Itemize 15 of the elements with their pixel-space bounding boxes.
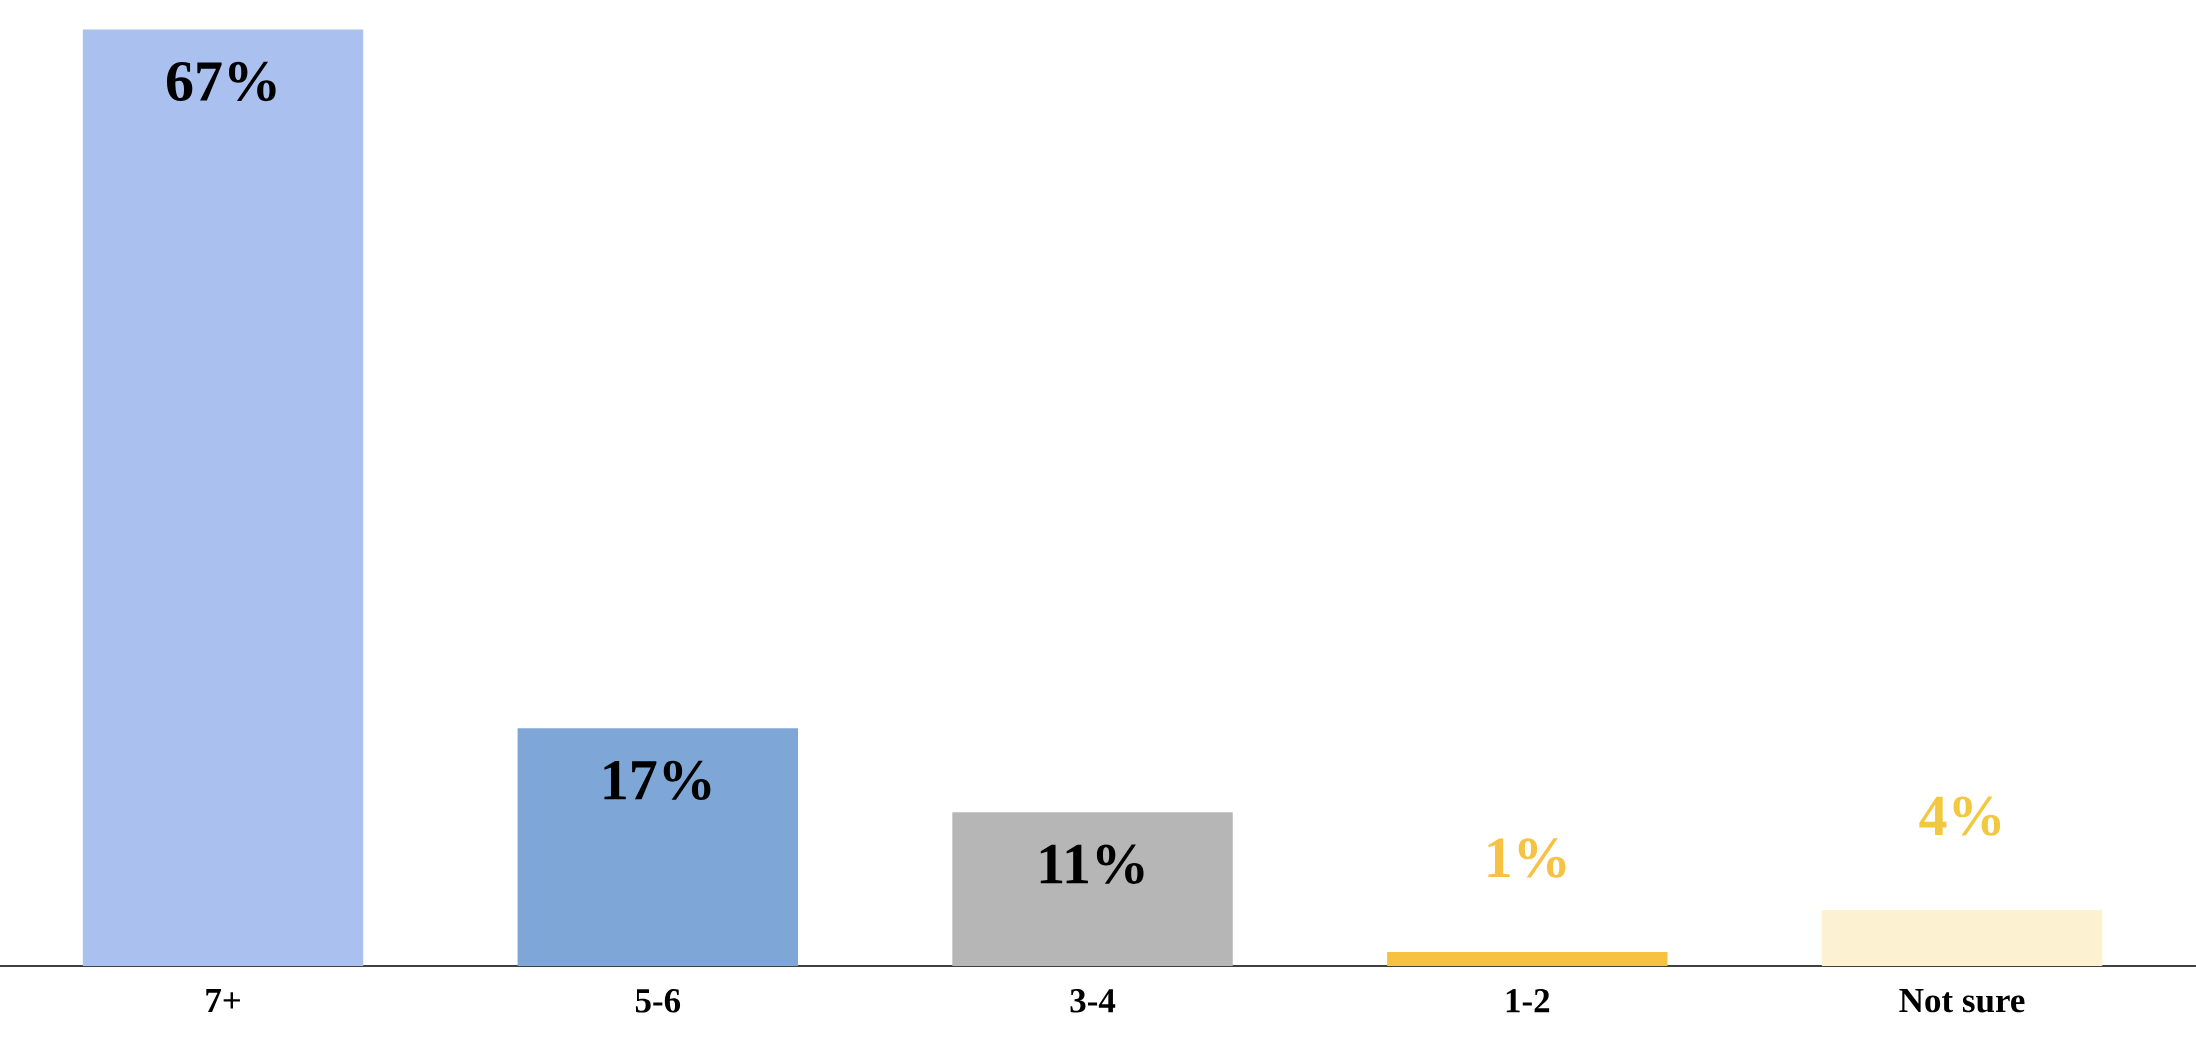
data-label: 1%	[1488, 838, 1566, 878]
x-tick-label: 5-6	[635, 989, 681, 1013]
x-tick-label: 7+	[206, 989, 240, 1012]
bar	[82, 29, 364, 966]
x-tick-label: Not sure	[1899, 989, 2025, 1013]
x-tick-label: 1-2	[1506, 989, 1550, 1013]
data-label: 67%	[167, 61, 276, 102]
bar	[952, 812, 1233, 966]
bar	[517, 728, 798, 966]
data-label: 4%	[1919, 796, 2001, 836]
x-tick-label: 3-4	[1070, 989, 1116, 1013]
bar	[1821, 910, 2103, 966]
data-label: 11%	[1040, 844, 1144, 884]
bar	[1387, 952, 1668, 966]
data-label: 17%	[604, 760, 711, 801]
